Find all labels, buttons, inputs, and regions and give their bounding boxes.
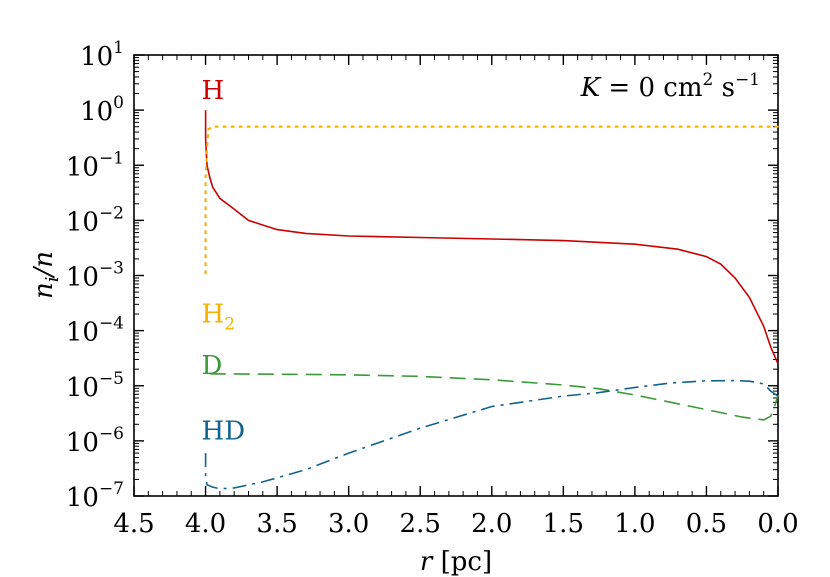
x-tick-label: 4.0 <box>185 509 226 539</box>
x-tick-label: 2.5 <box>400 509 441 539</box>
x-tick-label: 1.0 <box>614 509 655 539</box>
x-tick-label: 3.0 <box>328 509 369 539</box>
x-tick-label: 1.5 <box>543 509 584 539</box>
x-tick-label: 3.5 <box>256 509 297 539</box>
y-tick-label: 10−1 <box>66 148 124 182</box>
y-tick-label: 10−7 <box>66 479 124 513</box>
series-label-h2: H2 <box>202 300 236 335</box>
series-line-hd <box>204 379 779 490</box>
annotation: K = 0 cm2 s−1 <box>580 70 760 103</box>
x-tick-label: 2.0 <box>471 509 512 539</box>
y-tick-label: 10−6 <box>66 424 124 458</box>
y-tick-label: 10−4 <box>66 314 124 348</box>
y-axis: 101 100 10−1 10−2 10−3 10−4 10−5 10−6 10−7 <box>66 38 778 513</box>
x-tick-label: 4.5 <box>113 509 154 539</box>
series-label-hd: HD <box>202 417 246 447</box>
series-line-d <box>209 373 779 421</box>
y-axis-label: ni/n <box>29 251 63 299</box>
series-label-d: D <box>202 351 223 381</box>
series-layer <box>204 110 780 490</box>
y-tick-label: 101 <box>80 38 124 72</box>
x-axis: 4.5 4.0 3.5 3.0 2.5 2.0 1.5 1.0 0.5 0.0 <box>113 55 799 539</box>
x-tick-label: 0.5 <box>686 509 727 539</box>
series-label-h: H <box>202 76 225 106</box>
y-tick-label: 10−2 <box>66 203 124 237</box>
y-tick-label: 100 <box>80 93 124 127</box>
x-axis-label: r [pc] <box>420 547 492 577</box>
y-tick-label: 10−3 <box>66 259 124 293</box>
series-line-h <box>204 110 779 365</box>
series-labels: H H2 D HD <box>202 76 246 447</box>
series-line-h2 <box>204 125 780 275</box>
y-tick-label: 10−5 <box>66 369 124 403</box>
x-tick-label: 0.0 <box>757 509 798 539</box>
